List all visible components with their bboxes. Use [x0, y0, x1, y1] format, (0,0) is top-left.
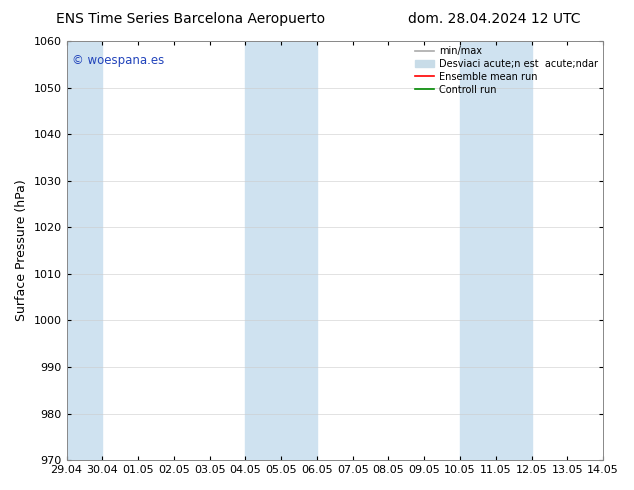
Text: ENS Time Series Barcelona Aeropuerto: ENS Time Series Barcelona Aeropuerto [56, 12, 325, 26]
Y-axis label: Surface Pressure (hPa): Surface Pressure (hPa) [15, 180, 28, 321]
Text: © woespana.es: © woespana.es [72, 53, 164, 67]
Legend: min/max, Desviaci acute;n est  acute;ndar, Ensemble mean run, Controll run: min/max, Desviaci acute;n est acute;ndar… [415, 46, 598, 95]
Bar [460, 41, 531, 460]
Bar [67, 41, 102, 460]
Text: dom. 28.04.2024 12 UTC: dom. 28.04.2024 12 UTC [408, 12, 581, 26]
Bar [245, 41, 317, 460]
